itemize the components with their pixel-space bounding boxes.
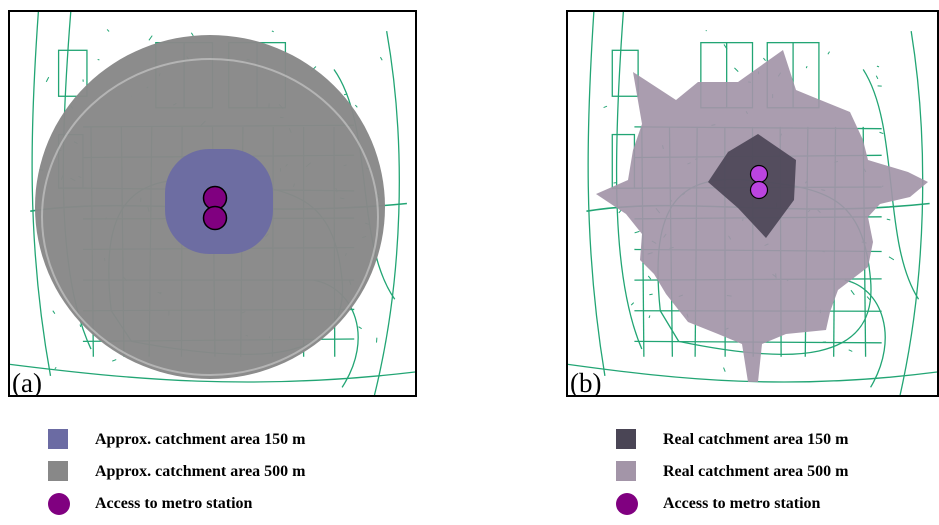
legend-label: Access to metro station: [95, 495, 253, 512]
map-b-canvas: [568, 12, 937, 395]
street-segment: [723, 367, 726, 372]
street-segment: [805, 66, 808, 69]
street-segment: [112, 359, 117, 362]
street-segment: [587, 12, 606, 376]
approx-catchment-500-rim: [41, 58, 379, 376]
circle-marker-icon: [616, 493, 638, 515]
panel-label-a: (a): [12, 368, 42, 397]
legend-b: Real catchment area 150 m Real catchment…: [616, 429, 936, 525]
map-a-canvas: [10, 12, 415, 395]
street-segment: [634, 230, 640, 234]
legend-label: Approx. catchment area 150 m: [95, 431, 306, 448]
street-segment: [148, 35, 153, 41]
street-segment: [630, 302, 635, 306]
swatch-square: [616, 461, 636, 481]
metro-access-point-north: [749, 164, 769, 184]
legend-label: Approx. catchment area 500 m: [95, 463, 306, 480]
street-segment: [271, 30, 274, 33]
metro-access-point-south: [202, 205, 228, 231]
street-segment: [57, 49, 88, 97]
legend-a: Approx. catchment area 150 m Approx. cat…: [48, 429, 468, 525]
street-segment: [827, 51, 830, 55]
street-segment: [734, 67, 739, 72]
street-segment: [45, 76, 50, 83]
legend-label: Real catchment area 150 m: [663, 431, 849, 448]
swatch-square: [48, 429, 68, 449]
street-segment: [886, 218, 891, 221]
street-segment: [888, 256, 895, 261]
street-segment: [611, 49, 639, 97]
street-segment: [879, 131, 884, 135]
swatch-square: [616, 429, 636, 449]
street-segment: [848, 349, 853, 352]
street-segment: [106, 29, 110, 32]
street-segment: [190, 32, 194, 37]
street-segment: [647, 275, 652, 280]
street-segment: [649, 293, 653, 296]
street-segment: [52, 310, 56, 314]
street-segment: [79, 324, 82, 328]
street-segment: [379, 56, 383, 61]
street-segment: [723, 44, 728, 50]
street-segment: [899, 31, 924, 395]
street-segment: [618, 209, 622, 214]
legend-label: Real catchment area 500 m: [663, 463, 849, 480]
street-segment: [876, 65, 880, 68]
circle-marker-icon: [48, 493, 70, 515]
map-panel-b: (b): [566, 10, 939, 397]
street-segment: [54, 367, 57, 370]
street-segment: [603, 105, 608, 109]
street-segment: [354, 104, 358, 108]
street-segment: [358, 326, 362, 330]
swatch-square: [48, 461, 68, 481]
street-segment: [615, 12, 643, 350]
street-segment: [866, 296, 871, 300]
map-panel-a: (a): [8, 10, 417, 397]
street-segment: [763, 57, 766, 61]
street-segment: [844, 279, 886, 388]
street-segment: [31, 12, 52, 376]
street-segment: [648, 315, 651, 319]
street-segment: [568, 363, 937, 383]
street-segment: [875, 75, 879, 80]
panel-label-b: (b): [570, 368, 602, 397]
street-segment: [850, 289, 855, 296]
street-segment: [10, 363, 415, 383]
metro-access-point-south: [749, 180, 769, 200]
street-segment: [373, 31, 400, 395]
legend-label: Access to metro station: [663, 495, 821, 512]
